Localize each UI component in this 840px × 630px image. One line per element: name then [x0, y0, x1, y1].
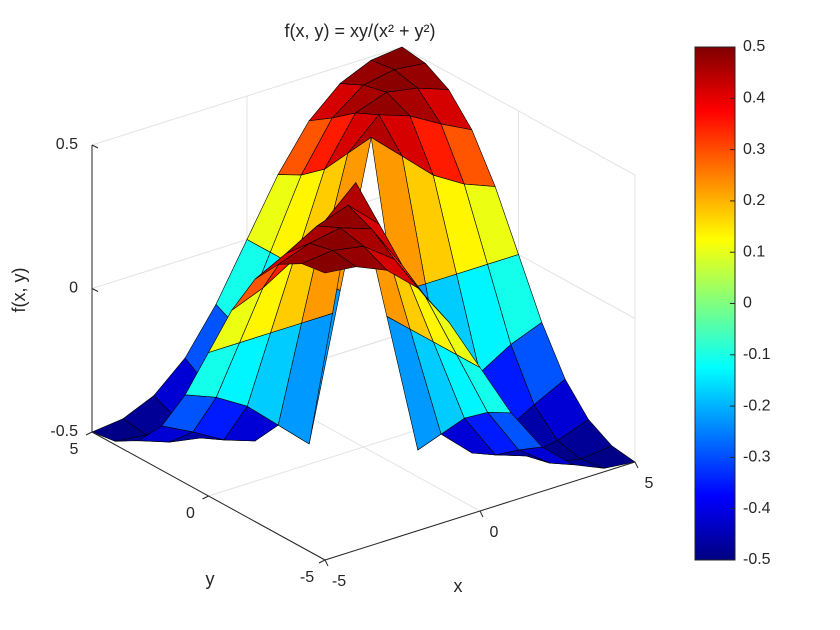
x-tick-label: 5: [645, 475, 654, 492]
colorbar-tick-label: 0.4: [743, 90, 765, 107]
colorbar-tick-label: 0.2: [743, 192, 765, 209]
x-tick-label: -5: [332, 573, 346, 590]
surface-patch: [301, 250, 357, 274]
colorbar-tick-label: 0.1: [743, 243, 765, 260]
colorbar-tick-label: -0.1: [743, 346, 771, 363]
colorbar-tick-label: -0.4: [743, 500, 771, 517]
x-axis-label: x: [454, 576, 463, 596]
z-tick-label: 0: [69, 280, 78, 297]
x-tick: [634, 461, 639, 469]
z-tick-label: 0.5: [56, 136, 78, 153]
y-tick-label: 5: [70, 441, 79, 458]
z-tick-label: -0.5: [50, 423, 78, 440]
colorbar-tick-label: 0.3: [743, 141, 765, 158]
colorbar-tick-label: -0.5: [743, 551, 771, 568]
y-tick: [202, 495, 209, 500]
z-tick: [91, 431, 99, 436]
colorbar-tick-label: 0: [743, 295, 752, 312]
y-tick: [85, 431, 93, 436]
z-tick: [91, 144, 99, 149]
z-axis-label: f(x, y): [9, 268, 29, 313]
y-tick-label: 0: [186, 505, 195, 522]
colorbar-tick-label: 0.5: [743, 38, 765, 55]
x-tick: [479, 510, 484, 518]
y-tick-label: -5: [300, 569, 314, 586]
colorbar-tick-label: -0.2: [743, 397, 771, 414]
z-tick: [91, 288, 99, 292]
colorbar-tick-label: -0.3: [743, 449, 771, 466]
x-tick-label: 0: [490, 524, 499, 541]
y-tick: [318, 559, 326, 564]
chart-title: f(x, y) = xy/(x² + y²): [285, 21, 436, 41]
x-tick: [324, 559, 329, 567]
colorbar: [694, 46, 736, 561]
y-axis-label: y: [206, 569, 215, 589]
